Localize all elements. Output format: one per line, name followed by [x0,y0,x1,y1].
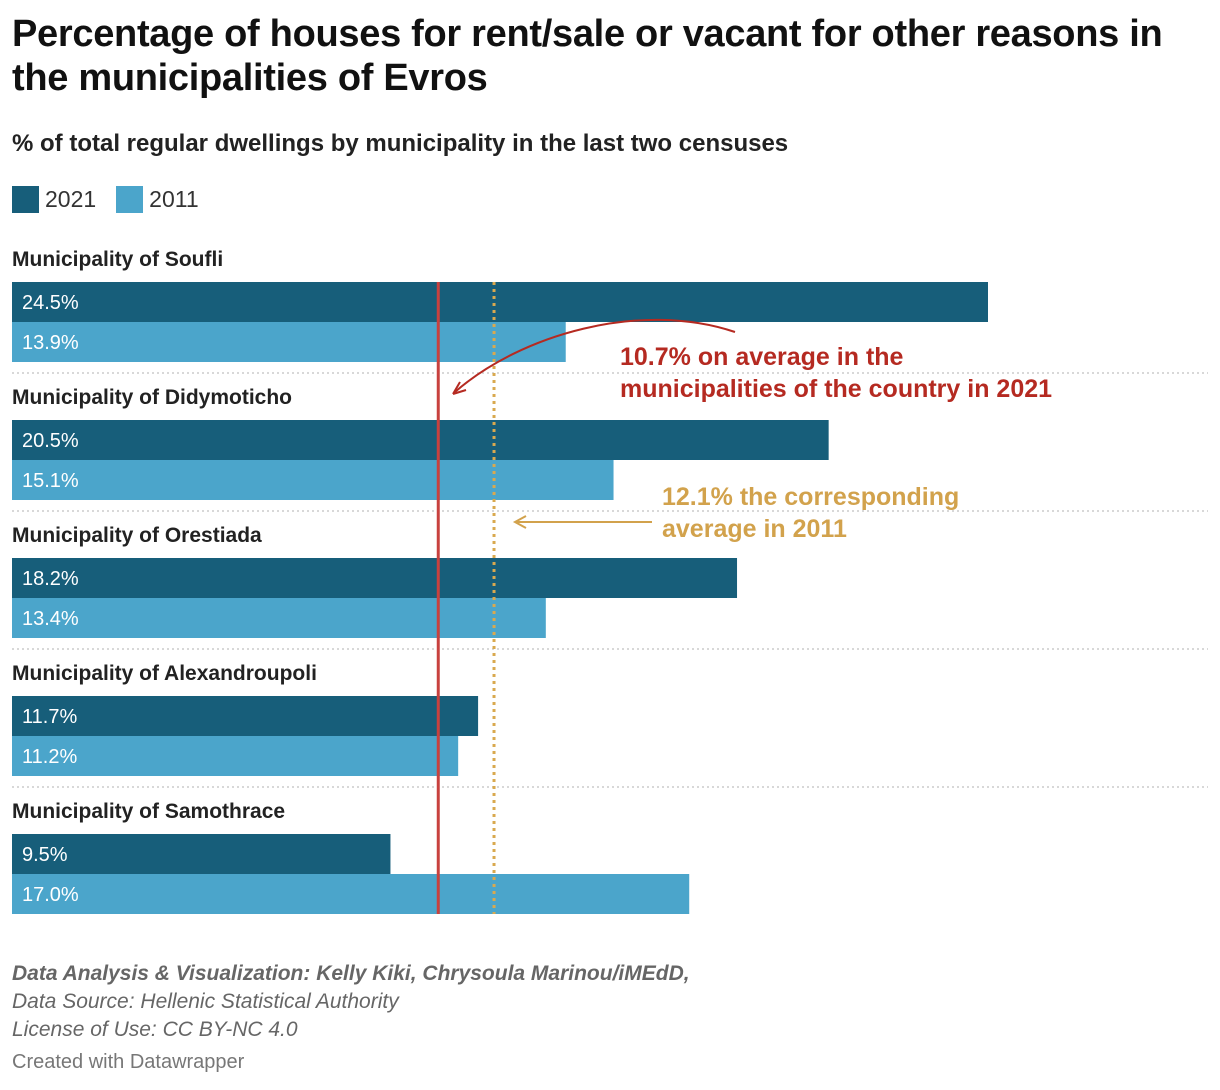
legend: 2021 2011 [12,186,219,213]
bar-2011 [12,322,566,362]
legend-item-2011: 2011 [116,186,199,213]
category-label: Municipality of Alexandroupoli [12,662,317,685]
bar-2021 [12,282,988,322]
footer-source: Data Source: Hellenic Statistical Author… [12,990,399,1013]
bar-2011 [12,736,459,776]
annotation-text-2021: municipalities of the country in 2021 [620,375,1052,403]
bar-value-label: 11.7% [22,706,77,728]
legend-swatch-2021 [12,186,39,213]
annotation-arrowhead-2021 [452,381,467,395]
category-label: Municipality of Orestiada [12,524,262,547]
bar-2011 [12,874,690,914]
annotation-text-2021: 10.7% on average in the [620,343,904,371]
bar-value-label: 18.2% [22,568,79,590]
legend-item-2021: 2021 [12,186,96,213]
category-label: Municipality of Didymoticho [12,386,292,409]
bar-2011 [12,460,614,500]
footer: Data Analysis & Visualization: Kelly Kik… [12,960,690,1044]
bar-value-label: 11.2% [22,746,77,768]
bar-2021 [12,834,391,874]
annotation-text-2011: 12.1% the corresponding [662,483,959,511]
annotation-arrow-2021 [454,318,736,393]
bar-value-label: 24.5% [22,292,79,314]
legend-swatch-2011 [116,186,144,213]
made-with: Created with Datawrapper [12,1051,245,1073]
bar-value-label: 15.1% [22,470,79,492]
bar-2021 [12,420,829,460]
footer-license: License of Use: CC BY-NC 4.0 [12,1018,298,1041]
bar-chart: Municipality of Soufli 24.5% 13.9% Municipa… [12,248,1208,914]
category-label: Municipality of Soufli [12,248,223,271]
bar-value-label: 17.0% [22,884,79,906]
annotation-text-2011: average in 2011 [662,515,847,543]
bar-value-label: 13.9% [22,332,79,354]
bar-value-label: 20.5% [22,430,79,452]
bar-2011 [12,598,546,638]
chart-title: Percentage of houses for rent/sale or va… [12,13,1163,99]
bar-2021 [12,696,479,736]
bar-value-label: 9.5% [22,844,68,866]
annotation-arrowhead-2011 [512,515,527,529]
chart-subtitle: % of total regular dwellings by municipa… [12,130,789,157]
bar-2021 [12,558,738,598]
legend-label-2011: 2011 [149,186,199,212]
footer-credit: Data Analysis & Visualization: Kelly Kik… [12,962,690,985]
legend-label-2021: 2021 [45,186,97,212]
category-label: Municipality of Samothrace [12,800,285,823]
bar-value-label: 13.4% [22,608,79,630]
